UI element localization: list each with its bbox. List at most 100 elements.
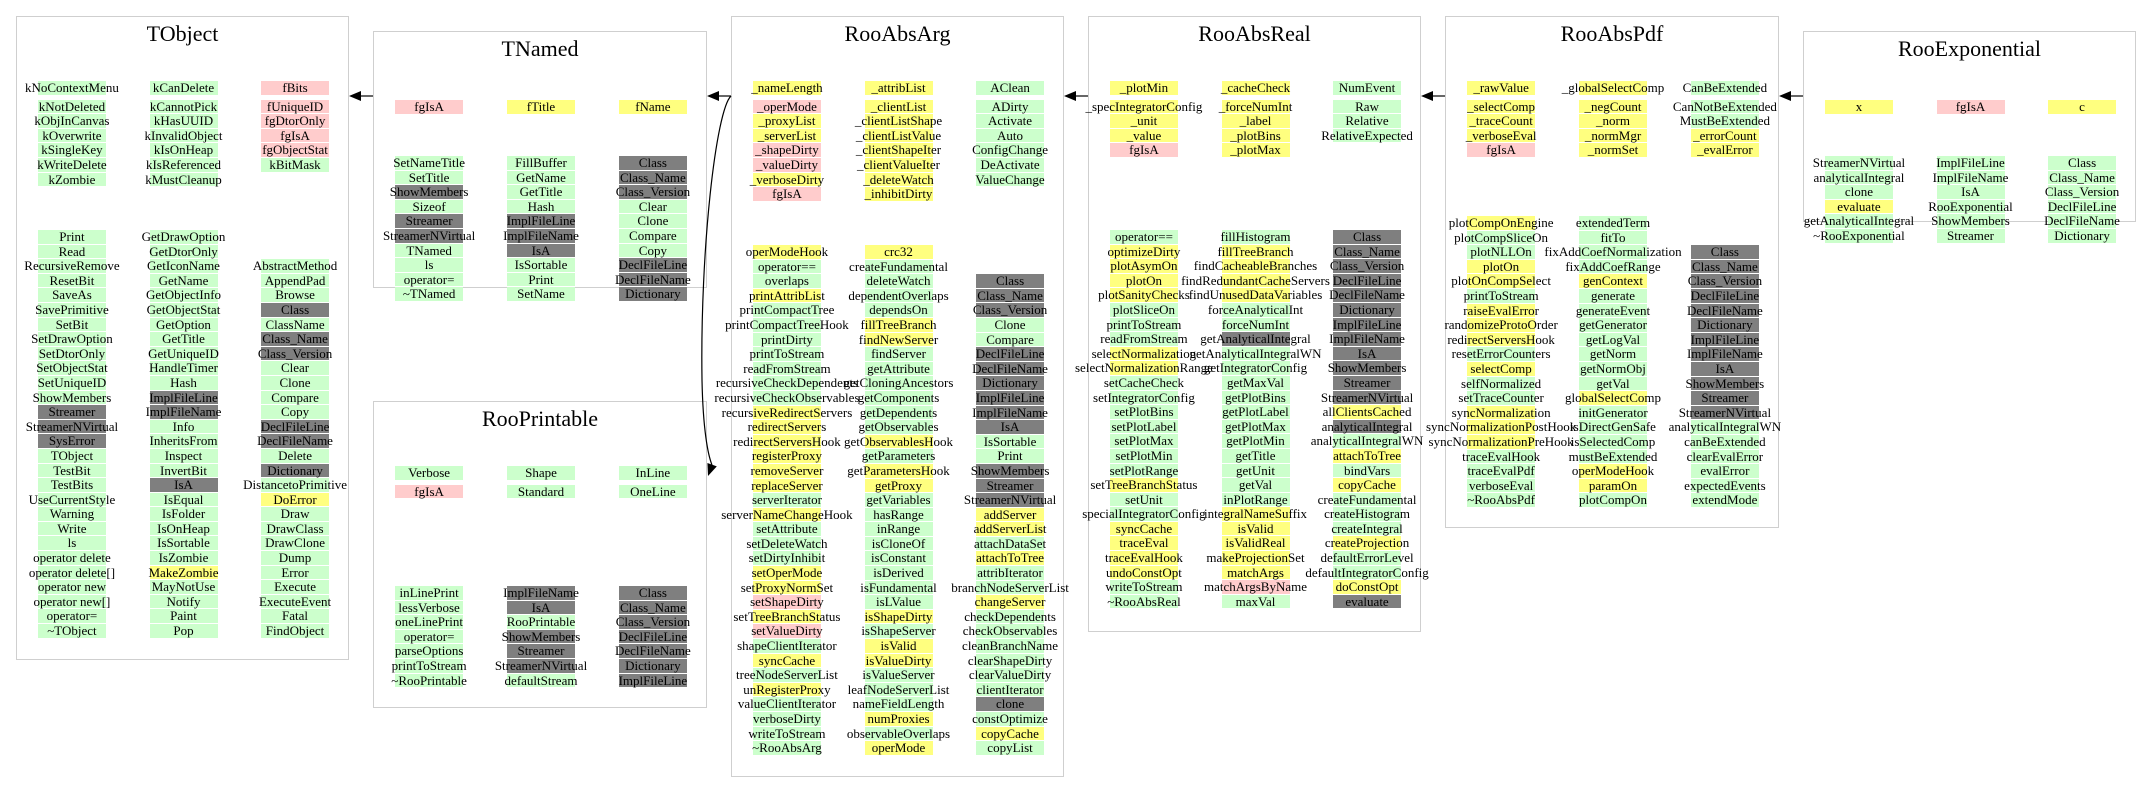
member-adirty[interactable]: ADirty [976, 99, 1045, 115]
method-streamer[interactable]: Streamer [507, 644, 575, 659]
method-getproxy[interactable]: getProxy [864, 478, 933, 494]
method-dump[interactable]: Dump [261, 550, 330, 566]
method-bindvars[interactable]: bindVars [1333, 463, 1402, 479]
method-class-name[interactable]: Class_Name [618, 600, 687, 616]
method-notify[interactable]: Notify [149, 594, 218, 610]
method-print[interactable]: Print [507, 272, 575, 288]
method-streamernvirtual[interactable]: StreamerNVirtual [1813, 155, 1905, 171]
method-setplotlabel[interactable]: setPlotLabel [1109, 419, 1178, 435]
method-selectcomp[interactable]: selectComp [1467, 361, 1536, 377]
member-numevent[interactable]: NumEvent [1333, 80, 1402, 96]
method-matchargs[interactable]: matchArgs [1221, 565, 1290, 581]
method-isdirectgensafe[interactable]: isDirectGenSafe [1570, 420, 1656, 435]
member-rawvalue[interactable]: _rawValue [1467, 80, 1536, 96]
method-isvalidreal[interactable]: isValidReal [1221, 536, 1290, 552]
method-declfilename[interactable]: DeclFileName [2044, 214, 2120, 229]
member-kcannotpick[interactable]: kCannotPick [149, 99, 218, 115]
method-class-version[interactable]: Class_Version [258, 346, 332, 362]
method-opermode[interactable]: operMode [864, 741, 933, 756]
method-sizeof[interactable]: Sizeof [395, 199, 464, 215]
method-writetostream[interactable]: writeToStream [748, 726, 825, 742]
method-saveas[interactable]: SaveAs [37, 288, 106, 303]
method-streamernvirtual[interactable]: StreamerNVirtual [1321, 390, 1413, 406]
method-streamernvirtual[interactable]: StreamerNVirtual [1679, 405, 1771, 421]
member-ftitle[interactable]: fTitle [507, 99, 575, 115]
method-recursivecheckdependents[interactable]: recursiveCheckDependents [716, 376, 858, 391]
method-plotcompon[interactable]: plotCompOn [1579, 493, 1647, 508]
member-ksinglekey[interactable]: kSingleKey [37, 143, 106, 158]
method-plotsliceon[interactable]: plotSliceOn [1109, 302, 1178, 318]
method-getdtoronly[interactable]: GetDtorOnly [149, 244, 218, 260]
method-showmembers[interactable]: ShowMembers [390, 185, 468, 200]
method-readfromstream[interactable]: readFromStream [1100, 332, 1188, 347]
method-geticonname[interactable]: GetIconName [147, 259, 220, 274]
method-fillhistogram[interactable]: fillHistogram [1220, 229, 1291, 245]
method-class[interactable]: Class [261, 302, 330, 318]
method-clone[interactable]: clone [1824, 185, 1893, 200]
method-print[interactable]: Print [37, 229, 106, 245]
method-inspect[interactable]: Inspect [149, 448, 218, 464]
method-print[interactable]: Print [976, 449, 1045, 464]
method-setopermode[interactable]: setOperMode [752, 565, 822, 581]
method-opermodehook[interactable]: operModeHook [746, 244, 828, 260]
method-findunuseddatavariables[interactable]: findUnusedDataVariables [1189, 288, 1322, 303]
method-rooabsreal[interactable]: ~RooAbsReal [1107, 594, 1181, 610]
method-crc32[interactable]: crc32 [864, 244, 933, 260]
method-hash[interactable]: Hash [507, 199, 575, 215]
method-mustbeextended[interactable]: mustBeExtended [1569, 449, 1657, 465]
method-isconstant[interactable]: isConstant [864, 551, 933, 567]
method-issortable[interactable]: IsSortable [976, 434, 1045, 450]
method-getvariables[interactable]: getVariables [864, 493, 933, 508]
method-changeserver[interactable]: changeServer [975, 595, 1045, 610]
method-implfileline[interactable]: ImplFileLine [619, 673, 687, 689]
method-operator[interactable]: operator= [395, 272, 464, 288]
method-plotoncompselect[interactable]: plotOnCompSelect [1451, 274, 1551, 289]
method-registerproxy[interactable]: registerProxy [752, 449, 822, 464]
method-implfileline[interactable]: ImplFileLine [1936, 155, 2005, 171]
member-forcenumint[interactable]: _forceNumInt [1219, 99, 1292, 115]
method-showmembers[interactable]: ShowMembers [502, 629, 580, 645]
method-isderived[interactable]: isDerived [864, 565, 933, 581]
method-showmembers[interactable]: ShowMembers [1328, 361, 1406, 376]
method-declfileline[interactable]: DeclFileLine [619, 258, 687, 273]
method-showmembers[interactable]: ShowMembers [33, 390, 111, 406]
method-getname[interactable]: GetName [507, 170, 575, 186]
method-dictionary[interactable]: Dictionary [1333, 302, 1402, 318]
member-c[interactable]: c [2048, 99, 2117, 115]
method-hasrange[interactable]: hasRange [864, 507, 933, 523]
method-opermodehook[interactable]: operModeHook [1572, 464, 1654, 479]
method-parseoptions[interactable]: parseOptions [395, 644, 463, 659]
method-settracecounter[interactable]: setTraceCounter [1458, 391, 1544, 406]
method-setplotmin[interactable]: setPlotMin [1109, 448, 1178, 464]
method-treenodeserverlist[interactable]: treeNodeServerList [736, 668, 838, 683]
method-operator[interactable]: operator== [1109, 229, 1178, 245]
method-canbeextended[interactable]: canBeExtended [1684, 434, 1766, 450]
member-khasuuid[interactable]: kHasUUID [149, 114, 218, 129]
method-declfileline[interactable]: DeclFileLine [1691, 288, 1759, 304]
member-verboseeval[interactable]: _verboseEval [1466, 128, 1537, 144]
method-declfilename[interactable]: DeclFileName [615, 644, 691, 659]
method-getlogval[interactable]: getLogVal [1579, 332, 1647, 348]
method-syncnormalizationprehook[interactable]: syncNormalizationPreHook [1429, 434, 1574, 450]
method-settitle[interactable]: SetTitle [395, 170, 464, 186]
method-generateevent[interactable]: generateEvent [1576, 303, 1650, 319]
method-expectedevents[interactable]: expectedEvents [1684, 478, 1766, 494]
method-clone[interactable]: clone [976, 697, 1045, 712]
method-class[interactable]: Class [2048, 155, 2117, 171]
method-declfilename[interactable]: DeclFileName [1687, 303, 1763, 319]
method-class-version[interactable]: Class_Version [616, 615, 690, 630]
method-usecurrentstyle[interactable]: UseCurrentStyle [29, 492, 115, 508]
method-class-name[interactable]: Class_Name [2048, 170, 2117, 186]
member-valuechange[interactable]: ValueChange [975, 172, 1045, 188]
method-evalerror[interactable]: evalError [1690, 464, 1759, 479]
method-drawclass[interactable]: DrawClass [261, 521, 330, 537]
method-constoptimize[interactable]: constOptimize [972, 711, 1048, 727]
method-valueclientiterator[interactable]: valueClientIterator [738, 697, 836, 712]
member-canbeextended[interactable]: CanBeExtended [1683, 80, 1767, 96]
method-rooprintable[interactable]: RooPrintable [507, 615, 575, 630]
method-copy[interactable]: Copy [261, 405, 330, 420]
member-activate[interactable]: Activate [976, 114, 1045, 129]
member-shapedirty[interactable]: _shapeDirty [752, 143, 821, 158]
method-rooexponential[interactable]: RooExponential [1928, 199, 2013, 215]
method-drawclone[interactable]: DrawClone [261, 536, 330, 552]
